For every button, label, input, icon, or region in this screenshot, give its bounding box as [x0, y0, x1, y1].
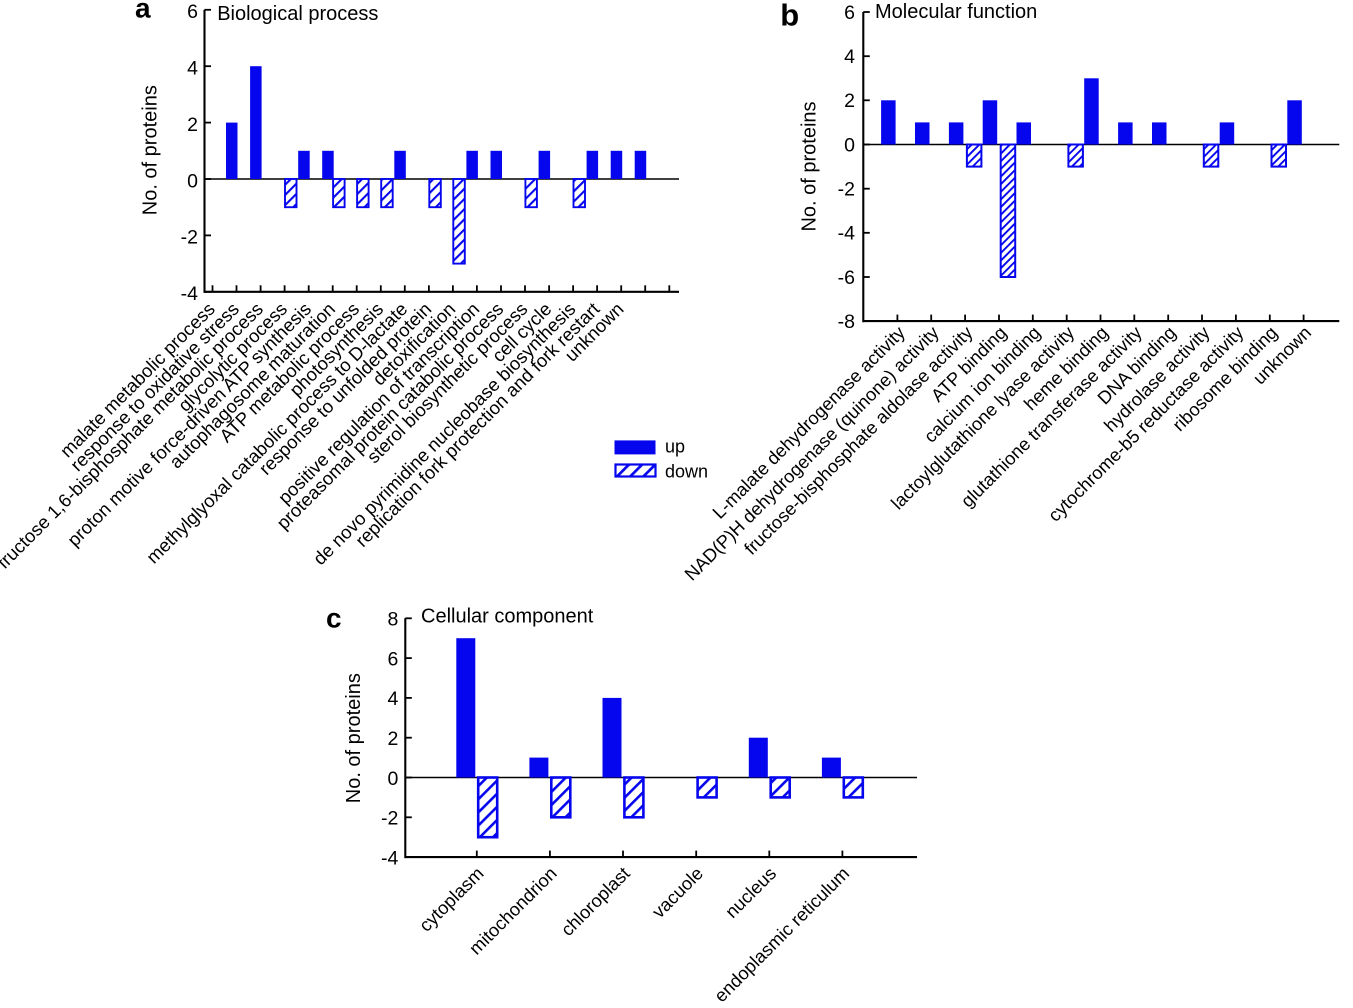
- svg-text:6: 6: [844, 2, 855, 24]
- svg-text:0: 0: [187, 170, 198, 192]
- svg-text:-2: -2: [181, 227, 198, 249]
- svg-text:a: a: [135, 0, 151, 24]
- svg-text:6: 6: [387, 648, 398, 670]
- svg-text:b: b: [780, 0, 799, 32]
- svg-text:c: c: [326, 602, 342, 633]
- svg-text:4: 4: [187, 58, 198, 80]
- svg-text:8: 8: [387, 609, 398, 631]
- svg-text:-4: -4: [181, 283, 198, 305]
- svg-text:6: 6: [187, 1, 198, 23]
- svg-text:No. of proteins: No. of proteins: [799, 101, 821, 231]
- svg-text:Biological process: Biological process: [217, 3, 378, 25]
- svg-text:2: 2: [844, 90, 855, 112]
- svg-text:0: 0: [387, 768, 398, 790]
- svg-text:2: 2: [187, 114, 198, 136]
- svg-text:Cellular component: Cellular component: [421, 605, 594, 627]
- svg-text:2: 2: [387, 728, 398, 750]
- svg-text:4: 4: [844, 46, 855, 68]
- svg-text:down: down: [665, 462, 708, 482]
- svg-text:-8: -8: [838, 311, 855, 333]
- svg-text:0: 0: [844, 134, 855, 156]
- svg-text:Molecular function: Molecular function: [875, 1, 1037, 23]
- svg-text:-4: -4: [838, 223, 855, 245]
- svg-text:-4: -4: [381, 847, 398, 869]
- svg-text:No. of proteins: No. of proteins: [140, 85, 162, 215]
- svg-text:4: 4: [387, 688, 398, 710]
- svg-text:up: up: [665, 437, 685, 457]
- svg-text:-2: -2: [381, 808, 398, 830]
- svg-text:-2: -2: [838, 179, 855, 201]
- svg-text:-6: -6: [838, 267, 855, 289]
- svg-text:No. of proteins: No. of proteins: [343, 673, 365, 803]
